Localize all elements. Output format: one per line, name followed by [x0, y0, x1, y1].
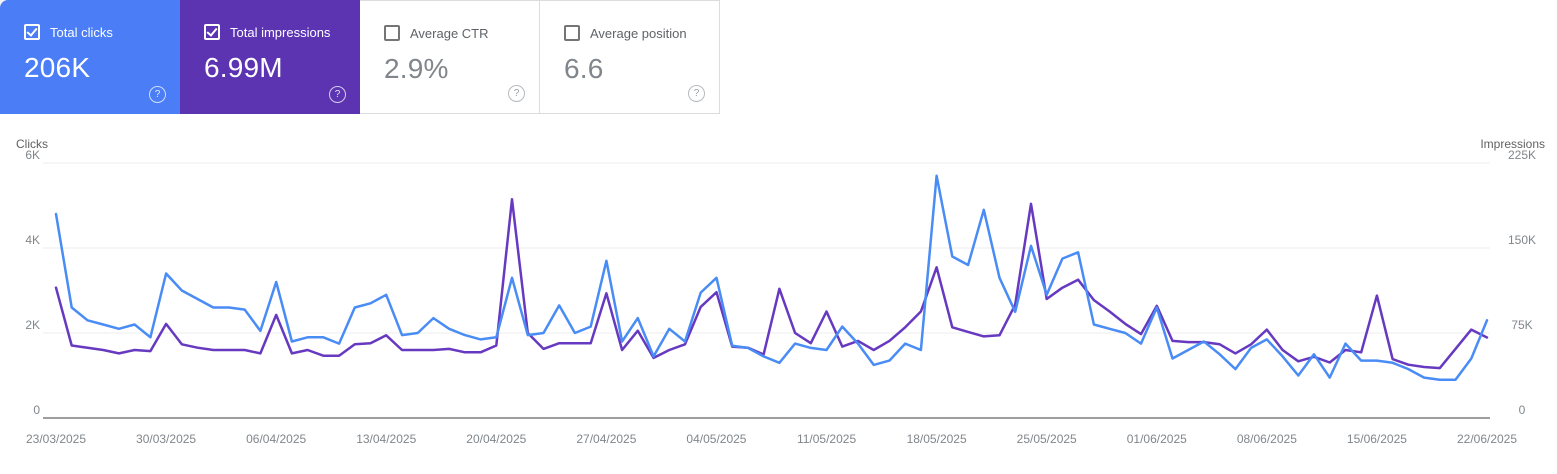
x-axis-label: 30/03/2025: [136, 432, 197, 446]
left-axis-tick: 4K: [25, 233, 40, 247]
card-total-clicks[interactable]: Total clicks 206K ?: [0, 0, 180, 114]
right-axis-tick: 0: [1518, 403, 1526, 417]
average-position-checkbox[interactable]: [564, 25, 580, 41]
x-axis-label: 04/05/2025: [686, 432, 747, 446]
right-axis-tick: 150K: [1507, 233, 1537, 247]
average-ctr-checkbox[interactable]: [384, 25, 400, 41]
right-axis-tick: 75K: [1511, 318, 1533, 332]
total-clicks-value: 206K: [24, 52, 91, 83]
help-icon[interactable]: ?: [329, 86, 346, 103]
x-axis-label: 22/06/2025: [1456, 432, 1518, 446]
card-total-impressions[interactable]: Total impressions 6.99M ?: [180, 0, 360, 114]
metric-cards: Total clicks 206K ? Total impressions 6.…: [0, 0, 720, 114]
total-impressions-checkbox[interactable]: [204, 24, 220, 40]
left-axis-tick: 2K: [25, 318, 40, 332]
card-average-ctr[interactable]: Average CTR 2.9% ?: [360, 0, 540, 114]
left-axis-tick: 6K: [25, 148, 40, 162]
card-label: Average CTR: [410, 25, 489, 41]
x-axis-label: 11/05/2025: [796, 432, 857, 446]
right-axis-tick: 225K: [1507, 148, 1537, 162]
chart-plot-area[interactable]: [0, 130, 1557, 474]
x-axis-label: 08/06/2025: [1236, 432, 1297, 446]
total-impressions-value: 6.99M: [204, 52, 283, 83]
clicks-line: [54, 174, 1489, 382]
card-average-position[interactable]: Average position 6.6 ?: [540, 0, 720, 114]
average-position-value: 6.6: [564, 53, 604, 84]
right-axis-title: Impressions: [1480, 137, 1545, 151]
left-axis-tick: 0: [33, 403, 40, 417]
x-axis-label: 18/05/2025: [906, 432, 967, 446]
x-axis-label: 13/04/2025: [356, 432, 417, 446]
card-label: Total clicks: [50, 24, 113, 40]
x-axis-label: 27/04/2025: [576, 432, 637, 446]
x-axis-label: 01/06/2025: [1126, 432, 1187, 446]
help-icon[interactable]: ?: [508, 85, 525, 102]
help-icon[interactable]: ?: [149, 86, 166, 103]
average-ctr-value: 2.9%: [384, 53, 449, 84]
x-axis-label: 15/06/2025: [1346, 432, 1407, 446]
left-axis-title: Clicks: [16, 137, 48, 151]
x-axis-label: 06/04/2025: [246, 432, 307, 446]
help-icon[interactable]: ?: [688, 85, 705, 102]
performance-chart: Clicks Impressions 6K 4K 2K 0 225K 150K …: [0, 130, 1557, 474]
card-label: Total impressions: [230, 24, 331, 40]
total-clicks-checkbox[interactable]: [24, 24, 40, 40]
x-axis-label: 23/03/2025: [25, 432, 87, 446]
x-axis-label: 20/04/2025: [466, 432, 527, 446]
impressions-line: [54, 198, 1489, 370]
card-label: Average position: [590, 25, 687, 41]
x-axis-label: 25/05/2025: [1016, 432, 1077, 446]
